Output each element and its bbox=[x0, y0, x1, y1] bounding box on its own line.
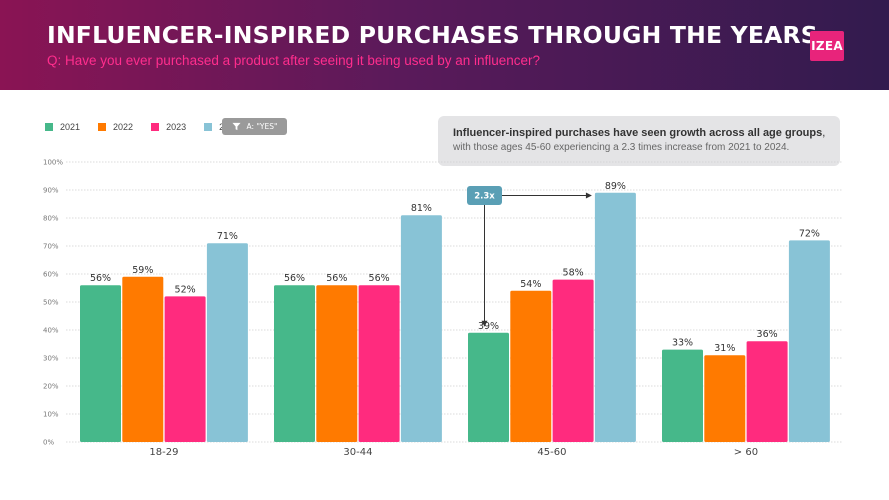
bar-2023-3044 bbox=[358, 285, 400, 442]
legend-item-2021: 2021 bbox=[45, 122, 80, 132]
data-label: 33% bbox=[672, 338, 693, 349]
bar-2024-1829 bbox=[206, 243, 248, 442]
bar-2022-1829 bbox=[122, 276, 164, 442]
data-label: 56% bbox=[369, 273, 390, 284]
bar-2022-60 bbox=[704, 355, 746, 442]
legend-swatch bbox=[45, 123, 53, 131]
y-tick-label: 40% bbox=[43, 327, 59, 335]
x-category-label: > 60 bbox=[734, 447, 758, 458]
y-tick-label: 90% bbox=[43, 187, 59, 195]
data-label: 36% bbox=[757, 329, 778, 340]
page-title: INFLUENCER-INSPIRED PURCHASES THROUGH TH… bbox=[47, 21, 818, 49]
legend-label: 2022 bbox=[113, 122, 134, 132]
annotation-label: 2.3x bbox=[474, 192, 495, 202]
y-tick-label: 70% bbox=[43, 243, 59, 251]
legend-item-2023: 2023 bbox=[151, 122, 186, 132]
bar-2023-4560 bbox=[552, 279, 594, 442]
data-label: 71% bbox=[217, 231, 238, 242]
filter-label: A: "YES" bbox=[246, 122, 278, 131]
data-label: 58% bbox=[563, 268, 584, 279]
y-tick-label: 10% bbox=[43, 411, 59, 419]
filter-badge[interactable]: A: "YES" bbox=[222, 118, 287, 135]
data-label: 56% bbox=[90, 273, 111, 284]
data-label: 56% bbox=[326, 273, 347, 284]
filter-icon bbox=[231, 122, 241, 131]
x-category-label: 18-29 bbox=[149, 447, 178, 458]
data-label: 89% bbox=[605, 181, 626, 192]
callout-bold-text: Influencer-inspired purchases have seen … bbox=[453, 127, 823, 139]
bar-2023-60 bbox=[746, 341, 788, 442]
data-label: 52% bbox=[175, 284, 196, 295]
bar-2022-3044 bbox=[316, 285, 358, 442]
data-label: 39% bbox=[478, 321, 499, 332]
arrow-down-icon bbox=[481, 320, 488, 327]
data-label: 59% bbox=[132, 265, 153, 276]
y-tick-label: 100% bbox=[43, 159, 63, 167]
labels-layer: 0% 10% 20% 30% 40% 50% 60% 70% 80% 90% 100% 56% 59% 5… bbox=[43, 159, 820, 459]
callout-bold-suffix: , bbox=[822, 127, 826, 139]
annotation-layer: 2.3x bbox=[467, 186, 592, 327]
y-tick-label: 20% bbox=[43, 383, 59, 391]
bar-2024-60 bbox=[788, 240, 830, 442]
bar-2021-3044 bbox=[274, 285, 315, 442]
y-tick-label: 0% bbox=[43, 439, 54, 447]
bars-layer bbox=[80, 192, 830, 442]
callout-detail: with those ages 45-60 experiencing a 2.3… bbox=[453, 142, 790, 153]
arrow-right-icon bbox=[585, 192, 592, 199]
data-label: 81% bbox=[411, 203, 432, 214]
bar-2023-1829 bbox=[164, 296, 206, 442]
data-label: 31% bbox=[714, 343, 735, 354]
x-category-label: 45-60 bbox=[537, 447, 566, 458]
survey-question: Q: Have you ever purchased a product aft… bbox=[47, 53, 541, 68]
bar-2024-3044 bbox=[400, 215, 442, 442]
data-label: 72% bbox=[799, 228, 820, 239]
callout-headline: Influencer-inspired purchases have seen … bbox=[453, 127, 840, 139]
legend-label: 2021 bbox=[60, 122, 81, 132]
y-tick-label: 60% bbox=[43, 271, 59, 279]
bar-2021-4560 bbox=[468, 332, 509, 442]
bar-2024-4560 bbox=[594, 192, 636, 442]
header-banner: INFLUENCER-INSPIRED PURCHASES THROUGH TH… bbox=[0, 0, 889, 90]
bar-2021-1829 bbox=[80, 285, 121, 442]
bar-2021-60 bbox=[662, 349, 703, 442]
izea-logo[interactable]: IZEA bbox=[810, 31, 844, 61]
annotation-badge bbox=[467, 186, 502, 205]
legend-swatch bbox=[98, 123, 107, 131]
x-category-label: 30-44 bbox=[343, 447, 372, 458]
data-label: 54% bbox=[520, 279, 541, 290]
y-tick-label: 80% bbox=[43, 215, 59, 223]
legend-swatch bbox=[151, 123, 160, 131]
insight-callout: Influencer-inspired purchases have seen … bbox=[438, 116, 840, 166]
legend-swatch bbox=[204, 123, 213, 131]
legend-label: 2023 bbox=[166, 122, 187, 132]
legend-item-2022: 2022 bbox=[98, 122, 133, 132]
y-tick-label: 30% bbox=[43, 355, 59, 363]
bar-2022-4560 bbox=[510, 290, 552, 442]
y-tick-label: 50% bbox=[43, 299, 59, 307]
data-label: 56% bbox=[284, 273, 305, 284]
